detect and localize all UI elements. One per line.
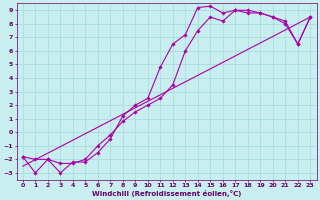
X-axis label: Windchill (Refroidissement éolien,°C): Windchill (Refroidissement éolien,°C) <box>92 190 241 197</box>
